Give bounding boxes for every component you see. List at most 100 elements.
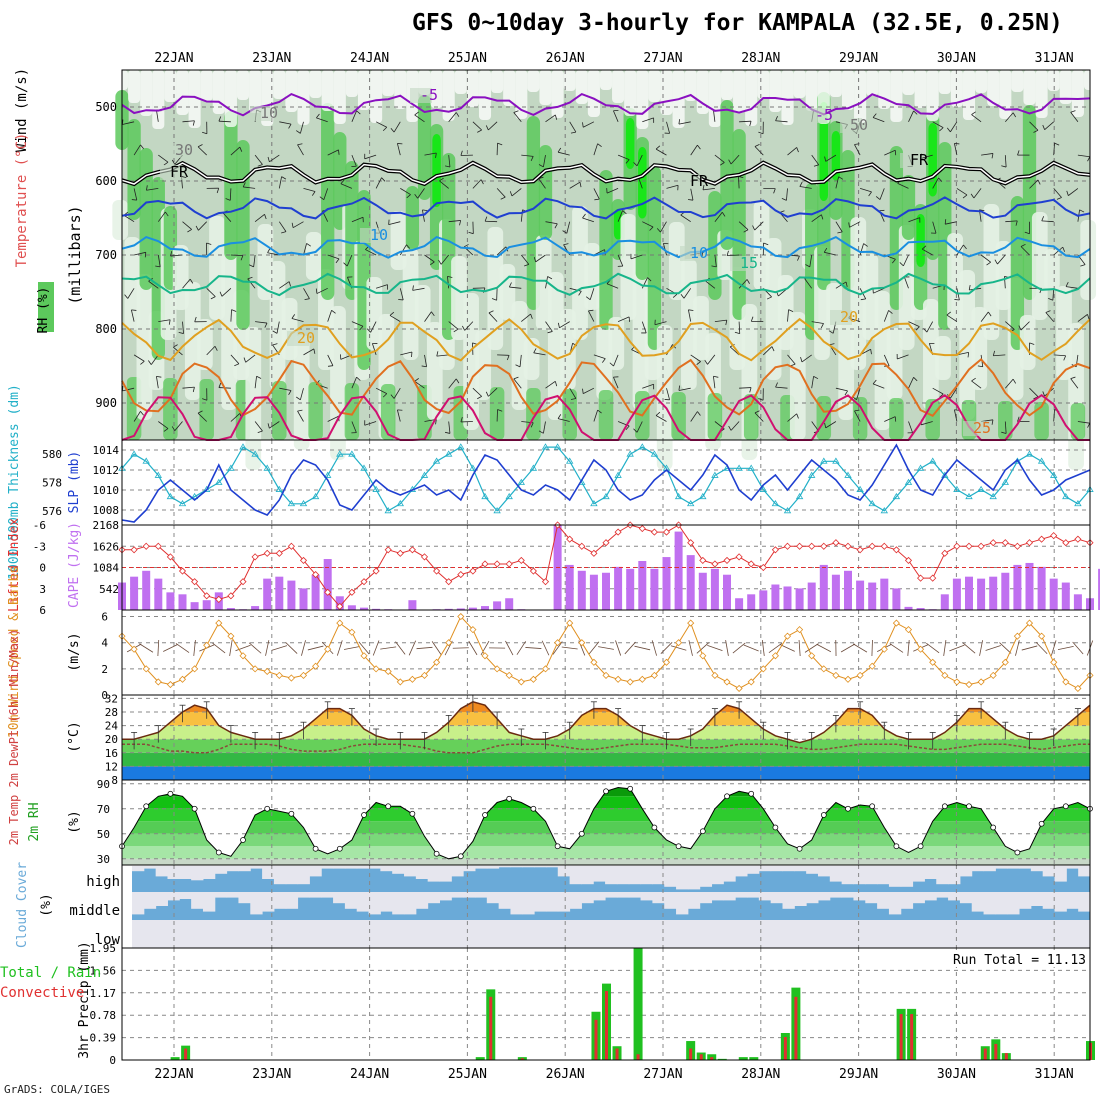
rh-region-dry xyxy=(862,254,879,340)
rh-region-saturated xyxy=(432,134,441,207)
wind-barb-flag xyxy=(192,120,195,126)
cape-bar xyxy=(360,607,368,610)
wind-barb xyxy=(156,109,159,122)
wind-barb xyxy=(908,321,920,328)
wind-barb-flag xyxy=(447,275,453,278)
wind-speed-marker xyxy=(396,678,404,686)
wind-barb-flag xyxy=(131,199,137,201)
cloud-gap-middle xyxy=(1066,892,1079,909)
rh-marker xyxy=(699,828,706,835)
thickness-marker xyxy=(166,492,175,500)
wind-barb xyxy=(279,387,292,391)
rh-region-upper-dry xyxy=(648,70,661,102)
cloud-gap-high xyxy=(853,866,866,885)
wind-speed-marker xyxy=(771,652,779,660)
cloud-gap-middle xyxy=(333,892,346,904)
rh-band xyxy=(122,846,1090,859)
wind-barb-flag xyxy=(491,298,497,301)
rh-marker xyxy=(1014,849,1021,856)
wind-barb xyxy=(543,421,546,434)
wind-speed-marker xyxy=(626,678,634,686)
cloud-gap-high xyxy=(285,866,299,885)
wind-barb-flag xyxy=(749,121,752,127)
wind-barb xyxy=(496,246,507,256)
wind-barb-flag xyxy=(1087,314,1090,320)
wind-barb xyxy=(566,221,571,234)
wind-barb-flag xyxy=(796,413,799,419)
wind-barb xyxy=(559,321,570,329)
rh-region-upper-dry xyxy=(599,70,613,90)
wind-speed-marker xyxy=(1013,632,1021,640)
wind-barb xyxy=(690,188,694,201)
wind-barb-flag xyxy=(863,243,868,247)
rh-region-dry xyxy=(451,256,467,340)
rh-marker xyxy=(385,803,392,810)
wind-barb xyxy=(932,177,939,189)
wind-barb-flag xyxy=(187,229,192,233)
lifted-index-marker xyxy=(1074,535,1082,543)
lifted-index-marker xyxy=(989,539,997,547)
wind-barb-flag xyxy=(697,411,701,416)
wind-barb xyxy=(351,110,357,122)
wind-tick-label: 2 xyxy=(101,663,108,676)
rh-region-dry xyxy=(414,285,431,330)
cloud-row-label: high xyxy=(86,874,120,890)
wind-speed-marker xyxy=(251,665,259,673)
rh-marker xyxy=(796,845,803,852)
rh-region-saturated xyxy=(831,131,841,181)
rh-region-upper-dry xyxy=(612,70,625,103)
wind-barb-flag xyxy=(264,322,268,328)
wind-barb-flag xyxy=(313,348,316,354)
cloud-gap-middle xyxy=(581,892,594,904)
wind-barb-10m xyxy=(416,646,433,650)
cloud-gap-middle xyxy=(273,892,287,909)
cloud-gap-high xyxy=(297,866,310,885)
cloud-gap-middle xyxy=(676,892,689,915)
wind-barb-flag xyxy=(872,379,877,385)
wind-barb xyxy=(738,321,741,334)
lifted-index-marker xyxy=(602,539,610,547)
thickness-marker xyxy=(904,478,913,485)
cape-bar xyxy=(626,568,635,610)
wind-speed-marker xyxy=(832,671,840,679)
cloud-gap-low xyxy=(474,920,488,948)
wind-barb xyxy=(593,354,606,359)
thickness-marker xyxy=(396,499,405,507)
cloud-gap-low xyxy=(569,920,582,948)
wind-barb-flag xyxy=(1001,165,1007,168)
wind-barb-flag xyxy=(963,244,967,250)
rh-region-moist xyxy=(405,186,420,250)
wind-barb-flag xyxy=(389,311,395,316)
wind-barb xyxy=(133,144,141,156)
temp-unit-label: (°C) xyxy=(67,721,82,752)
wind-barb xyxy=(393,387,401,399)
wind-barb xyxy=(297,410,304,422)
lifted-index-marker xyxy=(312,571,320,579)
cloud-gap-middle xyxy=(309,892,322,898)
wind-barb xyxy=(954,143,958,156)
wind-barb-flag xyxy=(726,250,729,256)
wind-barb xyxy=(705,280,716,289)
thickness-marker xyxy=(553,443,562,450)
wind-barb xyxy=(883,310,889,322)
cape-bar xyxy=(1061,582,1070,610)
wind-barb-flag xyxy=(1017,416,1020,422)
thickness-marker xyxy=(783,507,792,514)
cloud-gap-middle xyxy=(250,892,263,915)
cloud-gap-middle xyxy=(1007,892,1020,915)
wind-barb xyxy=(253,254,256,267)
wind-barb-flag xyxy=(181,176,187,179)
wind-tick-label: 4 xyxy=(101,637,108,650)
rh-region-upper-dry xyxy=(987,70,1000,106)
wind-barb xyxy=(971,114,982,123)
wind-barb-flag xyxy=(163,161,169,166)
wind-barb xyxy=(133,411,141,422)
rh-tick-label: 30 xyxy=(97,853,110,866)
wind-barb-flag xyxy=(696,361,701,365)
wind-barb xyxy=(543,155,546,167)
lifted-index-marker xyxy=(566,535,574,543)
cloud-gap-high xyxy=(841,866,854,885)
chart-title: GFS 0~10day 3-hourly for KAMPALA (32.5E,… xyxy=(412,10,1063,36)
wind-barb xyxy=(617,210,623,222)
wind-speed-marker xyxy=(541,665,550,673)
